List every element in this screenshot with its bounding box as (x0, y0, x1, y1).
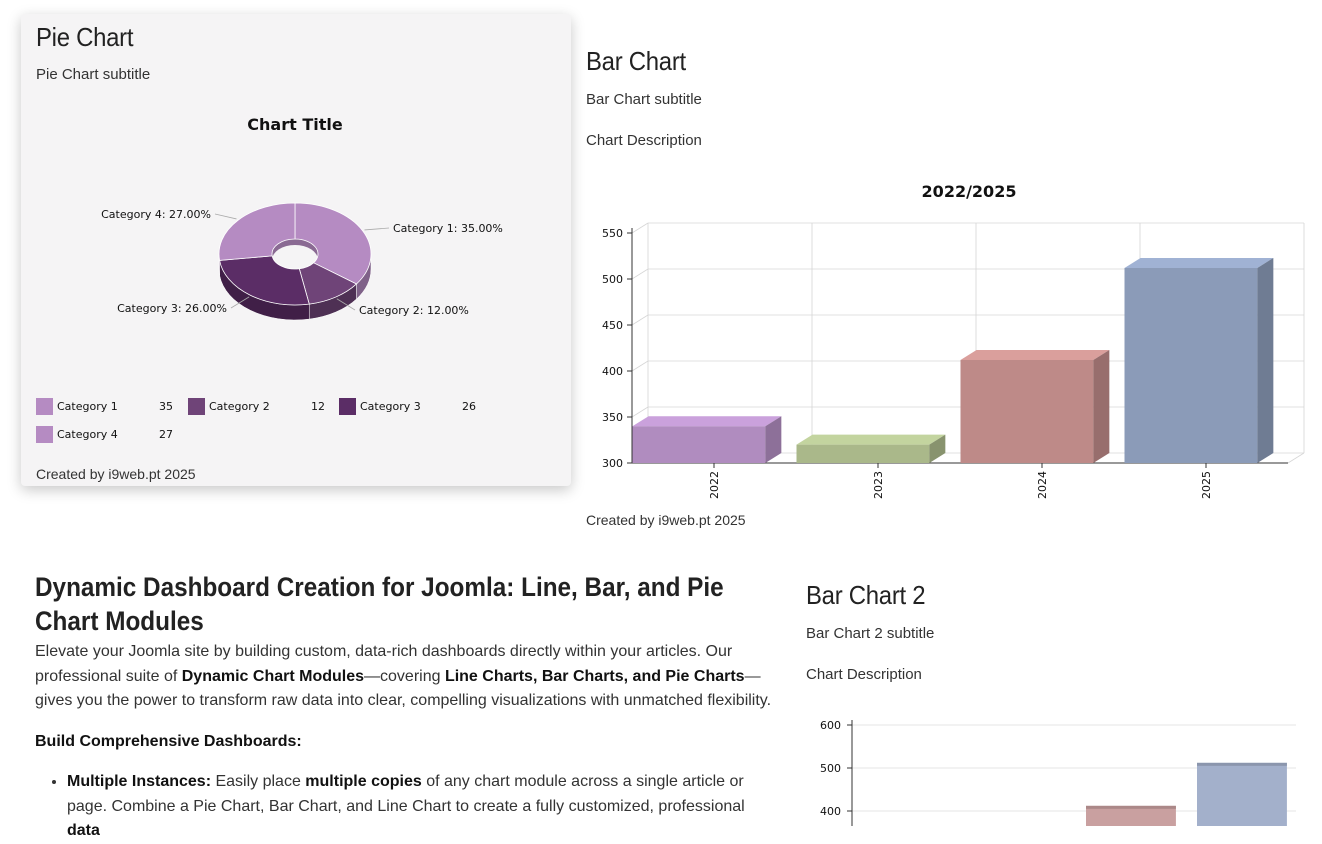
y-tick-label: 600 (820, 719, 841, 732)
bar-top (1124, 257, 1274, 268)
bar-top (796, 434, 946, 445)
pie-hole-wall (272, 239, 318, 260)
bar-top (1086, 805, 1176, 809)
pie-chart-title: Chart Title (247, 115, 343, 134)
pie-slice-label: Category 3: 26.00% (117, 302, 227, 315)
intro-text-2: —covering (364, 667, 445, 685)
bullet-1-bold-2: multiple copies (305, 773, 422, 790)
pie-label-connector (364, 227, 390, 231)
y-tick-label: 500 (602, 273, 623, 286)
bar (1086, 805, 1176, 826)
bar-side (1093, 349, 1110, 463)
bar2-module-subtitle: Bar Chart 2 subtitle (806, 625, 935, 642)
legend-label: Category 1 (57, 400, 118, 413)
pie-slice (298, 262, 358, 305)
list-item: Multiple Instances: Easily place multipl… (67, 770, 780, 844)
bar-top (960, 349, 1110, 360)
pie-module-credit: Created by i9web.pt 2025 (36, 466, 196, 482)
article-heading: Dynamic Dashboard Creation for Joomla: L… (35, 572, 724, 636)
intro-text-1: Elevate your Joomla site by building cus… (35, 643, 733, 685)
bullet-1-bold-3: data (67, 822, 100, 839)
bar-top (1197, 762, 1287, 766)
bar-module-title: Bar Chart (586, 46, 686, 76)
grid-line (1287, 452, 1305, 464)
pie-slice-label: Category 4: 27.00% (101, 208, 211, 221)
legend-label: Category 3 (360, 400, 421, 413)
article-intro: Elevate your Joomla site by building cus… (35, 640, 780, 714)
intro-text-3: —gives you the power to transform raw da… (35, 667, 772, 710)
bar-side (765, 416, 782, 463)
legend-item[interactable]: Category 1 35 (36, 398, 186, 416)
legend-swatch (36, 426, 53, 443)
y-tick-label: 550 (602, 227, 623, 240)
y-tick-label: 500 (820, 762, 841, 775)
legend-value: 26 (462, 400, 476, 413)
legend-item[interactable]: Category 4 27 (36, 426, 186, 444)
grid-line (631, 360, 649, 372)
bar (796, 444, 930, 463)
article-body: Dynamic Dashboard Creation for Joomla: L… (35, 570, 780, 844)
bar-side (1257, 257, 1274, 463)
pie-slice (218, 202, 296, 261)
bullet-1-text-1: Easily place (211, 773, 306, 790)
bar (1124, 267, 1258, 463)
pie-slice (294, 202, 372, 285)
grid-line (631, 222, 649, 234)
legend-item[interactable]: Category 2 12 (188, 398, 338, 416)
bar2-module-title: Bar Chart 2 (806, 580, 926, 610)
bar2-module-description: Chart Description (806, 666, 922, 683)
x-tick-label: 2022 (708, 471, 721, 499)
legend-swatch (339, 398, 356, 415)
legend-item[interactable]: Category 3 26 (339, 398, 489, 416)
pie-label-connector (214, 213, 237, 220)
x-tick-label: 2025 (1200, 471, 1213, 499)
bar (1197, 762, 1287, 826)
x-tick-label: 2024 (1036, 471, 1049, 499)
y-tick-label: 300 (602, 457, 623, 470)
section-heading: Build Comprehensive Dashboards: (35, 730, 780, 755)
bar (632, 426, 766, 463)
legend-swatch (188, 398, 205, 415)
y-tick-label: 400 (602, 365, 623, 378)
y-tick-label: 400 (820, 805, 841, 818)
bar-chart-2: 400 500 600 (820, 719, 1296, 826)
legend-swatch (36, 398, 53, 415)
intro-bold-2: Line Charts, Bar Charts, and Pie Charts (444, 667, 745, 685)
feature-list: Multiple Instances: Easily place multipl… (35, 770, 780, 844)
intro-bold-1: Dynamic Chart Modules (181, 667, 365, 685)
legend-value: 12 (311, 400, 325, 413)
pie-label-connector (230, 296, 250, 309)
bar-chart: 2022/2025 300 350 400 450 500 550 2022 2023 2024… (602, 182, 1305, 499)
bar-module-description: Chart Description (586, 132, 702, 149)
bar-top (632, 416, 782, 427)
legend-value: 35 (159, 400, 173, 413)
legend-value: 27 (159, 428, 173, 441)
pie-slice-label: Category 2: 12.00% (359, 304, 469, 317)
grid-line (631, 406, 649, 418)
x-tick-label: 2023 (872, 471, 885, 499)
section-heading-text: Build Comprehensive Dashboards: (35, 732, 302, 750)
bar-module-credit: Created by i9web.pt 2025 (586, 512, 746, 528)
pie-module-subtitle: Pie Chart subtitle (36, 66, 151, 83)
pie-chart: Chart Title Category 1: 35.00% Category 2… (101, 115, 503, 321)
legend-label: Category 2 (209, 400, 270, 413)
pie-label-connector (336, 298, 356, 311)
bar-side (929, 434, 946, 463)
bar-module-subtitle: Bar Chart subtitle (586, 91, 702, 108)
bar-chart-title: 2022/2025 (922, 182, 1017, 201)
bar (960, 359, 1094, 463)
pie-module-title: Pie Chart (36, 22, 134, 52)
pie-slice (219, 255, 310, 306)
pie-slice-label: Category 1: 35.00% (393, 222, 503, 235)
legend-label: Category 4 (57, 428, 118, 441)
bullet-1-text-2: of any chart module across a single arti… (67, 773, 745, 815)
y-tick-label: 450 (602, 319, 623, 332)
pie-chart-module: Pie Chart Pie Chart subtitle Chart Title… (21, 14, 571, 486)
y-tick-label: 350 (602, 411, 623, 424)
grid-line (631, 268, 649, 280)
bullet-1-bold: Multiple Instances: (67, 773, 212, 790)
grid-line (631, 314, 649, 326)
